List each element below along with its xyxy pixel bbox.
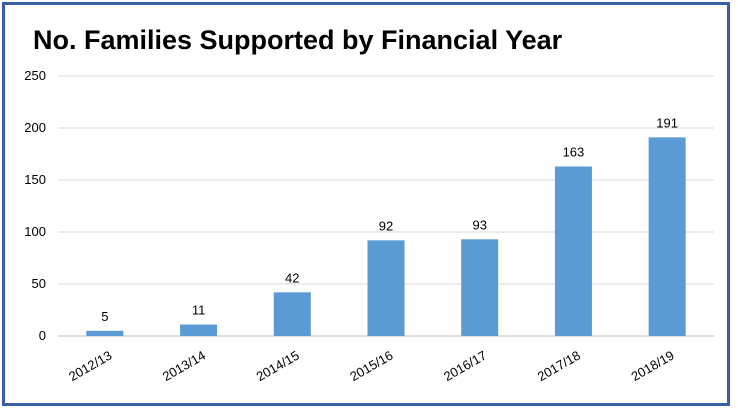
y-tick-label: 50	[32, 276, 46, 291]
data-label: 191	[656, 115, 678, 130]
bar	[554, 166, 592, 336]
bar	[273, 292, 311, 336]
chart-frame: No. Families Supported by Financial Year	[2, 2, 730, 406]
x-tick-label: 2013/14	[160, 348, 208, 384]
y-tick-label: 200	[24, 120, 46, 135]
data-label: 93	[472, 217, 486, 232]
bar	[367, 240, 405, 336]
data-label: 11	[192, 303, 206, 318]
y-tick-label: 250	[24, 68, 46, 83]
x-tick-label: 2016/17	[441, 348, 489, 384]
data-label: 92	[379, 218, 393, 233]
y-tick-label: 0	[39, 328, 46, 343]
bar	[648, 137, 686, 336]
data-label: 163	[563, 144, 585, 159]
bar	[86, 330, 124, 336]
x-tick-label: 2012/13	[66, 348, 114, 384]
bar	[461, 239, 499, 336]
y-tick-label: 100	[24, 224, 46, 239]
data-label: 42	[285, 270, 299, 285]
x-tick-label: 2018/19	[628, 348, 676, 384]
bar	[180, 324, 218, 336]
x-tick-label: 2017/18	[535, 348, 583, 384]
x-tick-label: 2015/16	[347, 348, 395, 384]
y-tick-label: 150	[24, 172, 46, 187]
data-label: 5	[101, 309, 108, 324]
chart-title: No. Families Supported by Financial Year	[33, 25, 563, 55]
x-tick-label: 2014/15	[254, 348, 302, 384]
